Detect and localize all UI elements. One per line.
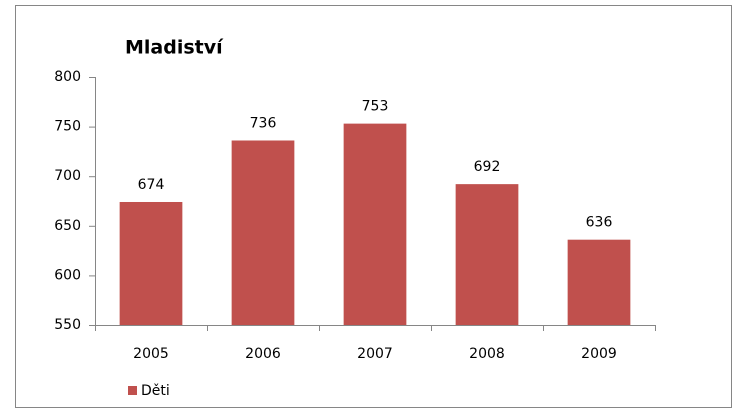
bar	[231, 140, 295, 325]
y-tick-label: 650	[54, 218, 81, 234]
y-tick-label: 800	[54, 69, 81, 85]
y-tick-label: 700	[54, 168, 81, 184]
bar	[455, 184, 519, 325]
data-label: 736	[250, 115, 277, 131]
y-tick-label: 600	[54, 267, 81, 283]
chart-title: Mladiství	[125, 37, 224, 59]
x-tick-label: 2009	[581, 346, 617, 362]
x-tick-label: 2007	[357, 346, 393, 362]
x-tick-label: 2005	[133, 346, 169, 362]
data-label: 753	[362, 99, 389, 115]
bar	[119, 201, 183, 325]
x-tick-label: 2008	[469, 346, 505, 362]
x-tick-label: 2006	[245, 346, 281, 362]
data-label: 692	[474, 159, 501, 175]
data-label: 674	[138, 177, 165, 193]
y-tick-label: 550	[54, 317, 81, 333]
data-label: 636	[586, 215, 613, 231]
legend-swatch	[128, 386, 137, 395]
bar	[567, 239, 631, 325]
y-tick-label: 750	[54, 119, 81, 135]
legend-label: Děti	[141, 383, 170, 399]
bar	[343, 123, 407, 326]
